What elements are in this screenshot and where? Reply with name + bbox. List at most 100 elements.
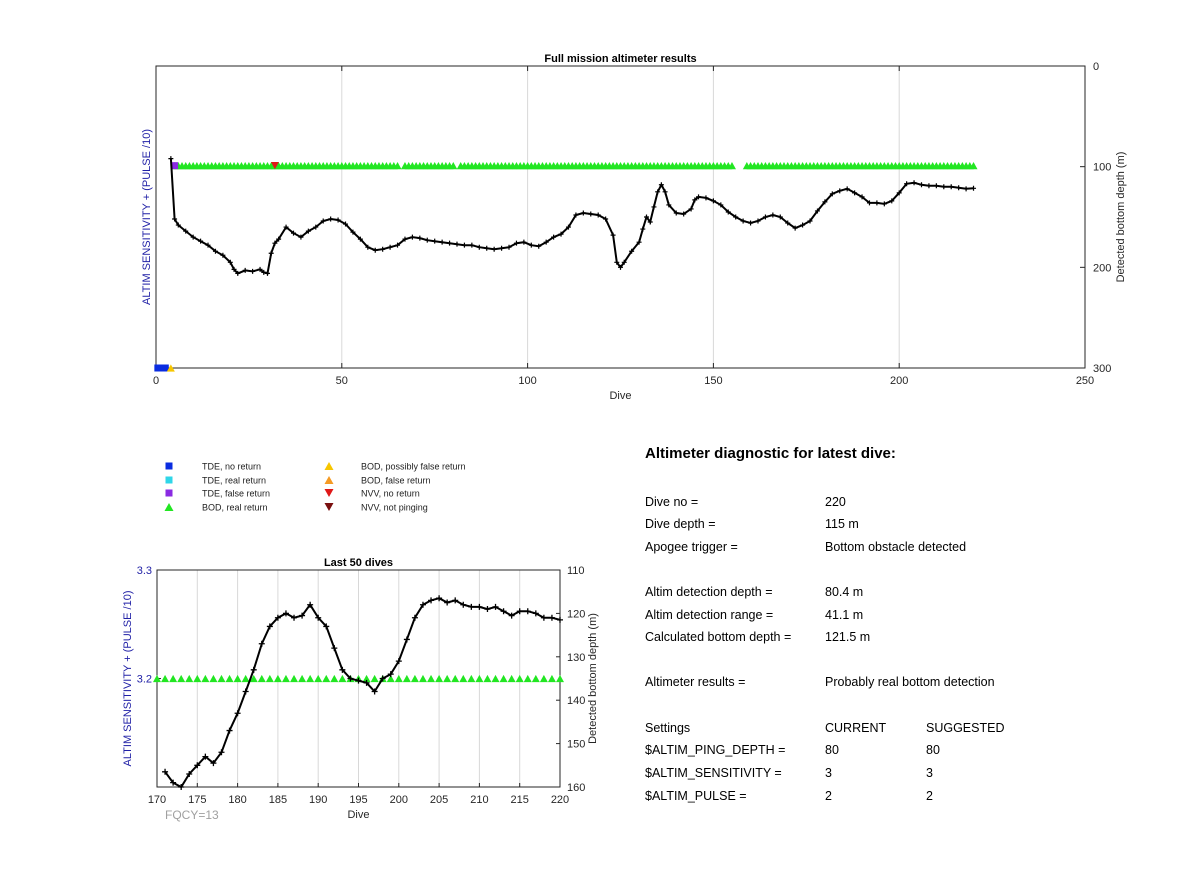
- depth-point: [725, 209, 731, 215]
- depth-point: [190, 234, 196, 240]
- x-tick-label: 215: [511, 794, 529, 806]
- depth-point: [755, 218, 761, 224]
- data-marker: [306, 674, 315, 683]
- x-tick-label: 210: [470, 794, 488, 806]
- legend: TDE, no return TDE, real return TDE, false…: [164, 461, 466, 513]
- data-marker: [298, 674, 307, 683]
- calculated-depth-value: 121.5 m: [825, 630, 871, 644]
- y-right-tick-label: 200: [1093, 262, 1111, 274]
- legend-label: BOD, possibly false return: [361, 462, 466, 472]
- y-right-tick-label: 160: [567, 782, 585, 794]
- legend-label: BOD, false return: [361, 476, 431, 486]
- depth-point: [402, 236, 408, 242]
- chart-title: Last 50 dives: [324, 557, 393, 569]
- depth-point: [283, 224, 289, 230]
- plot-area: [156, 66, 1085, 368]
- depth-point: [673, 210, 679, 216]
- depth-point: [307, 601, 314, 608]
- depth-point: [655, 189, 661, 195]
- x-tick-label: 170: [148, 794, 166, 806]
- depth-point: [889, 198, 895, 204]
- legend-label: TDE, false return: [202, 489, 270, 499]
- legend-label: NVV, not pinging: [361, 503, 428, 513]
- x-axis-label: Dive: [609, 390, 631, 402]
- depth-point: [205, 242, 211, 248]
- apogee-label: Apogee trigger =: [645, 540, 738, 554]
- y-left-tick-label: 3.2: [137, 674, 152, 686]
- depth-point: [298, 234, 304, 240]
- depth-point: [444, 599, 451, 606]
- apogee-value: Bottom obstacle detected: [825, 540, 967, 554]
- depth-point: [837, 188, 843, 194]
- depth-point: [331, 645, 338, 652]
- x-tick-label: 185: [269, 794, 287, 806]
- depth-point: [770, 212, 776, 218]
- data-marker: [362, 674, 371, 683]
- depth-point: [911, 180, 917, 186]
- x-tick-label: 195: [349, 794, 367, 806]
- depth-point: [335, 217, 341, 223]
- depth-point: [822, 199, 828, 205]
- x-tick-label: 0: [153, 375, 159, 387]
- data-marker: [166, 364, 175, 372]
- data-marker: [386, 674, 395, 683]
- data-marker: [330, 674, 339, 683]
- data-marker: [257, 674, 266, 683]
- legend-marker: [324, 461, 334, 471]
- data-marker: [314, 674, 323, 683]
- y-right-tick-label: 140: [567, 695, 585, 707]
- depth-point: [703, 195, 709, 201]
- depth-point: [540, 614, 547, 621]
- depth-point: [644, 214, 650, 220]
- data-marker: [467, 674, 476, 683]
- depth-point: [178, 784, 185, 790]
- data-marker: [435, 674, 444, 683]
- data-marker: [153, 674, 161, 683]
- depth-point: [508, 612, 515, 619]
- depth-point: [403, 636, 410, 643]
- settings-label: Settings: [645, 721, 691, 735]
- chart-title: Full mission altimeter results: [544, 53, 696, 65]
- data-marker: [241, 674, 250, 683]
- data-marker: [427, 674, 436, 683]
- legend-label: BOD, real return: [202, 503, 268, 513]
- depth-point: [881, 201, 887, 207]
- setting-suggested: 80: [926, 743, 940, 757]
- data-marker: [393, 162, 402, 170]
- data-marker: [418, 674, 427, 683]
- depth-point: [469, 242, 475, 248]
- plot-frame: [155, 65, 1086, 369]
- depth-point: [220, 252, 226, 258]
- depth-point: [379, 675, 386, 682]
- data-marker: [265, 674, 274, 683]
- x-tick-label: 50: [336, 375, 348, 387]
- depth-point: [272, 240, 278, 246]
- data-marker: [491, 674, 500, 683]
- data-marker: [154, 364, 162, 372]
- depth-point: [168, 156, 174, 162]
- detection-depth-value: 80.4 m: [825, 585, 864, 599]
- depth-point: [218, 749, 225, 756]
- depth-point: [202, 753, 209, 760]
- depth-point: [258, 640, 265, 647]
- setting-current: 3: [825, 766, 832, 780]
- x-tick-label: 205: [430, 794, 448, 806]
- setting-suggested: 2: [926, 789, 933, 803]
- depth-point: [484, 606, 491, 613]
- depth-point: [896, 190, 902, 196]
- legend-marker: [164, 502, 174, 512]
- data-marker: [158, 364, 166, 372]
- data-marker: [394, 674, 403, 683]
- x-tick-label: 200: [890, 375, 908, 387]
- depth-point: [829, 191, 835, 197]
- data-marker: [338, 674, 347, 683]
- depth-point: [933, 183, 939, 189]
- detection-range-value: 41.1 m: [825, 608, 864, 622]
- depth-point: [918, 182, 924, 188]
- depth-point: [250, 666, 257, 673]
- data-marker: [225, 674, 234, 683]
- depth-point: [692, 197, 698, 203]
- data-marker: [322, 674, 331, 683]
- depth-point: [748, 220, 754, 226]
